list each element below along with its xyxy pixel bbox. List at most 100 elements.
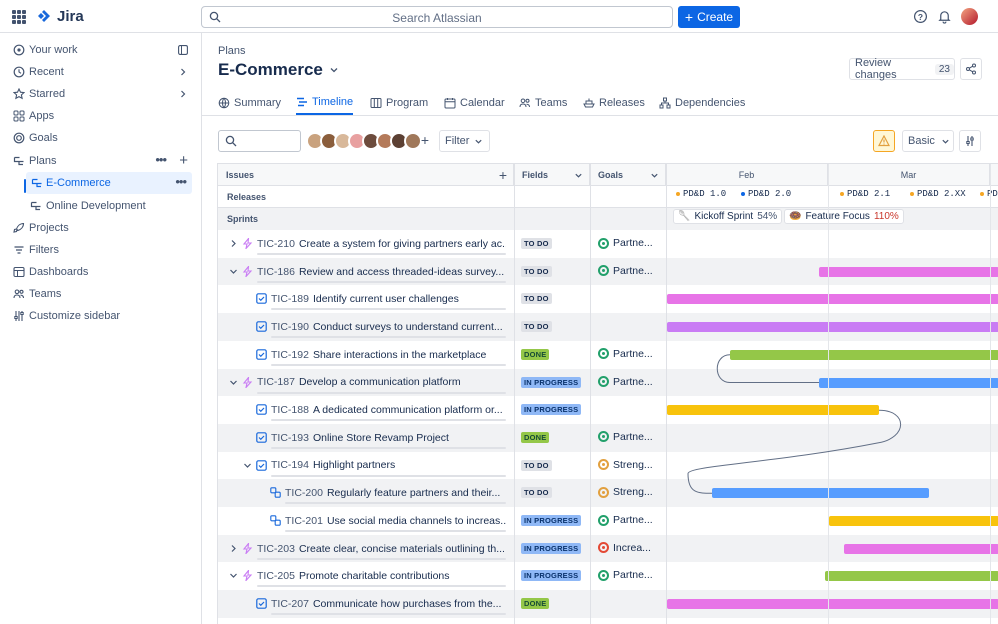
goals-column-header[interactable]: Goals (590, 164, 666, 186)
status-badge[interactable]: TO DO (521, 238, 552, 249)
status-badge[interactable]: DONE (521, 431, 550, 443)
table-row[interactable]: TIC-205 Promote charitable contributions I… (218, 562, 998, 590)
status-badge[interactable]: TO DO (521, 265, 552, 277)
status-badge[interactable]: TO DO (521, 321, 552, 333)
issue-summary[interactable]: TIC-189 Identify current user challenges (271, 285, 506, 313)
notification-bell-icon[interactable] (937, 9, 952, 24)
chevron-down-icon[interactable] (229, 267, 238, 276)
status-badge[interactable]: IN PROGRESS (521, 542, 582, 554)
status-badge[interactable]: DONE (521, 348, 550, 360)
release-marker[interactable]: PD&D 2.1 (840, 189, 890, 199)
view-settings-button[interactable] (959, 130, 981, 152)
timeline-bar[interactable] (844, 543, 998, 554)
issue-summary[interactable]: TIC-192 Share interactions in the marketp… (271, 341, 506, 369)
sidebar-item-plans[interactable]: Plans ••• + (0, 150, 202, 172)
issue-summary[interactable]: TIC-205 Promote charitable contributions (257, 562, 506, 590)
table-row[interactable]: TIC-186 Review and access threaded-ideas … (218, 257, 998, 286)
status-badge[interactable]: TO DO (521, 459, 552, 471)
sidebar-item-apps[interactable]: Apps (0, 105, 202, 127)
goal-chip[interactable]: Increa... (598, 542, 651, 554)
view-mode-select[interactable]: Basic (902, 130, 954, 152)
breadcrumb[interactable]: Plans (218, 45, 246, 57)
more-icon[interactable]: ••• (175, 174, 187, 189)
add-issue-icon[interactable]: + (498, 167, 507, 183)
status-badge[interactable]: TO DO (521, 293, 552, 305)
issue-summary[interactable]: TIC-210 Create a system for giving partne… (257, 230, 506, 258)
timeline-bar[interactable] (730, 349, 998, 360)
jira-logo[interactable]: Jira (36, 8, 84, 25)
sidebar-item-goals[interactable]: Goals (0, 127, 202, 149)
tab-releases[interactable]: Releases (583, 91, 645, 115)
issue-summary[interactable]: TIC-186 Review and access threaded-ideas … (257, 258, 506, 286)
fields-column-header[interactable]: Fields (514, 164, 590, 186)
tab-dependencies[interactable]: Dependencies (659, 91, 745, 115)
goal-chip[interactable]: Partne... (598, 376, 653, 388)
avatar[interactable] (404, 132, 422, 150)
table-row[interactable]: TIC-201 Use social media channels to incr… (218, 507, 998, 535)
issue-summary[interactable]: TIC-207 Communicate how purchases from th… (271, 590, 506, 618)
review-changes-button[interactable]: Review changes 23 (849, 57, 955, 81)
goal-chip[interactable]: Partne... (598, 237, 653, 249)
table-row[interactable]: TIC-207 Communicate how purchases from th… (218, 590, 998, 618)
timeline-bar[interactable] (825, 571, 998, 582)
timeline-bar[interactable] (667, 322, 998, 333)
goal-chip[interactable]: Partne... (598, 569, 653, 581)
search-input[interactable]: Search Atlassian (201, 6, 673, 28)
timeline-bar[interactable] (667, 294, 998, 305)
issue-summary[interactable]: TIC-190 Conduct surveys to understand cur… (271, 313, 506, 341)
plan-search-input[interactable] (218, 130, 301, 152)
sidebar-item-recent[interactable]: Recent (0, 61, 202, 83)
release-marker[interactable]: PD& (980, 189, 998, 199)
add-plan-icon[interactable]: + (179, 152, 188, 169)
issue-summary[interactable]: TIC-188 A dedicated communication platfor… (271, 396, 506, 424)
issue-summary[interactable]: TIC-193 Online Store Revamp Project (271, 424, 506, 452)
chevron-right-icon[interactable] (229, 239, 238, 248)
release-marker[interactable]: PD&D 2.0 (741, 189, 791, 199)
status-badge[interactable]: TO DO (521, 487, 552, 499)
release-marker[interactable]: PD&D 2.XX (910, 189, 966, 199)
user-avatar[interactable] (961, 8, 978, 25)
goal-chip[interactable]: Streng... (598, 486, 653, 498)
sidebar-item-e-commerce[interactable]: E-Commerce ••• (26, 172, 192, 194)
status-badge[interactable]: IN PROGRESS (521, 404, 582, 416)
tab-program[interactable]: Program (370, 91, 428, 115)
sprint-chip[interactable]: 🍩 Feature Focus 110% (784, 209, 904, 224)
issue-summary[interactable]: TIC-187 Develop a communication platform (257, 369, 506, 397)
timeline-bar[interactable] (819, 377, 998, 388)
goal-chip[interactable]: Streng... (598, 459, 653, 471)
status-badge[interactable]: DONE (521, 598, 550, 610)
page-title[interactable]: E-Commerce (218, 60, 339, 80)
table-row[interactable]: TIC-200 Regularly feature partners and th… (218, 479, 998, 507)
panel-toggle-icon[interactable] (178, 45, 188, 55)
sidebar-item-teams[interactable]: Teams (0, 283, 202, 305)
more-icon[interactable]: ••• (155, 152, 167, 167)
timeline-bar[interactable] (667, 599, 998, 610)
chevron-down-icon[interactable] (243, 461, 252, 470)
table-row[interactable]: TIC-189 Identify current user challenges T… (218, 285, 998, 313)
add-person-icon[interactable]: + (420, 132, 430, 148)
goal-chip[interactable]: Partne... (598, 265, 653, 277)
sidebar-item-dashboards[interactable]: Dashboards (0, 261, 202, 283)
table-row[interactable]: TIC-193 Online Store Revamp Project DONE Pa… (218, 423, 998, 452)
tab-teams[interactable]: Teams (519, 91, 567, 115)
goal-chip[interactable]: Partne... (598, 348, 653, 360)
chevron-down-icon[interactable] (229, 378, 238, 387)
table-row[interactable]: TIC-210 Create a system for giving partne… (218, 230, 998, 258)
app-switcher-icon[interactable] (12, 10, 26, 24)
goal-chip[interactable]: Partne... (598, 514, 653, 526)
sprint-chip[interactable]: 🥄 Kickoff Sprint 54% (673, 209, 783, 224)
timeline-bar[interactable] (829, 516, 998, 526)
issue-summary[interactable]: TIC-200 Regularly feature partners and th… (285, 479, 506, 507)
issue-summary[interactable]: TIC-194 Highlight partners (271, 452, 506, 480)
sidebar-item-starred[interactable]: Starred (0, 83, 202, 105)
release-marker[interactable]: PD&D 1.0 (676, 189, 726, 199)
sidebar-item-online-development[interactable]: Online Development (0, 195, 202, 217)
create-button[interactable]: + Create (678, 6, 740, 28)
tab-timeline[interactable]: Timeline (296, 91, 354, 115)
filter-button[interactable]: Filter (439, 130, 490, 152)
chevron-right-icon[interactable] (229, 544, 238, 553)
sidebar-item-customize[interactable]: Customize sidebar (0, 305, 202, 327)
table-row[interactable]: TIC-203 Create clear, concise materials o… (218, 534, 998, 563)
table-row[interactable]: TIC-187 Develop a communication platform I… (218, 368, 998, 397)
tab-calendar[interactable]: Calendar (444, 91, 505, 115)
